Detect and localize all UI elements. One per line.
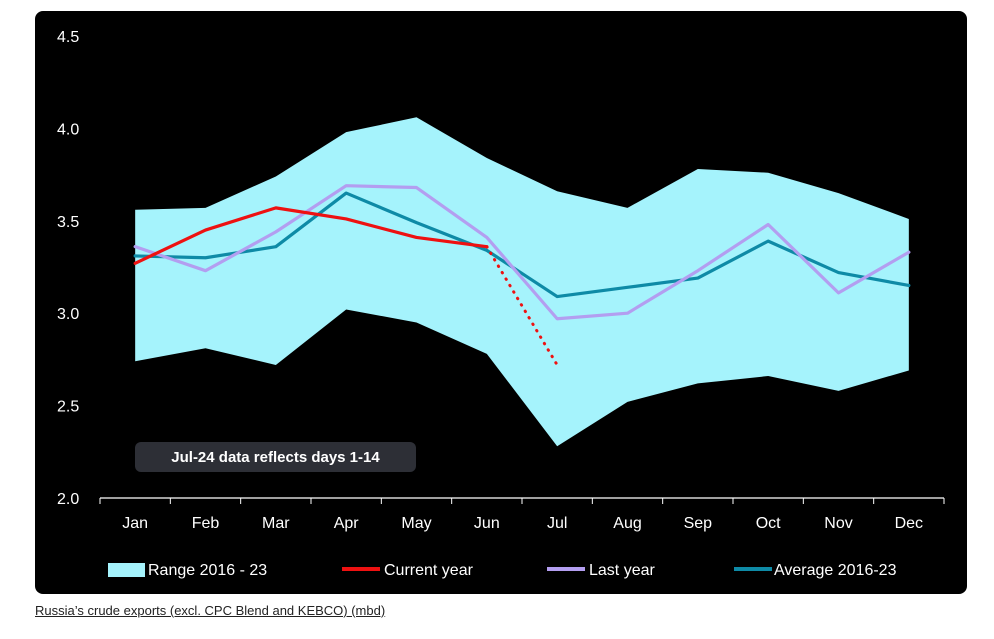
x-tick-label: Mar xyxy=(262,515,290,532)
y-tick-label: 2.0 xyxy=(57,491,79,508)
series-line-last-year xyxy=(133,184,911,321)
current-year-projection-line xyxy=(485,245,559,367)
y-tick-label: 2.5 xyxy=(57,399,79,416)
x-tick-label: Jun xyxy=(474,515,500,532)
legend-label-current-year: Current year xyxy=(384,562,474,579)
x-tick-label: Oct xyxy=(756,515,781,532)
x-tick-label: Nov xyxy=(824,515,852,532)
chart-panel: Jan Feb Mar Apr May Jun Jul Aug Sep Oct Nov Dec 2.0 2… xyxy=(35,11,967,594)
y-tick-label: 4.5 xyxy=(57,29,79,46)
legend-label-range: Range 2016 - 23 xyxy=(148,562,267,579)
x-tick-label: Aug xyxy=(613,515,641,532)
x-tick-label: Jan xyxy=(122,515,148,532)
chart-svg: Jan Feb Mar Apr May Jun Jul Aug Sep Oct Nov Dec 2.0 2… xyxy=(57,29,945,579)
legend-label-average-2016-23: Average 2016-23 xyxy=(774,562,897,579)
x-tick-label: Apr xyxy=(334,515,360,532)
range-band xyxy=(135,117,909,447)
y-tick-label: 3.5 xyxy=(57,214,79,231)
legend-swatch-range xyxy=(108,563,145,577)
annotation-text: Jul-24 data reflects days 1-14 xyxy=(171,449,380,466)
series-line-current-year xyxy=(133,206,489,265)
x-tick-label: Jul xyxy=(547,515,567,532)
x-tick-label: Feb xyxy=(192,515,220,532)
y-tick-label: 3.0 xyxy=(57,306,79,323)
annotation-box xyxy=(135,442,416,472)
legend-label-last-year: Last year xyxy=(589,562,655,579)
x-tick-label: Dec xyxy=(895,515,923,532)
x-tick-label: May xyxy=(401,515,431,532)
series-line-average-2016-23 xyxy=(133,191,911,299)
x-tick-label: Sep xyxy=(684,515,713,532)
y-tick-label: 4.0 xyxy=(57,121,79,138)
chart-caption-link[interactable]: Russia’s crude exports (excl. CPC Blend … xyxy=(35,603,386,618)
